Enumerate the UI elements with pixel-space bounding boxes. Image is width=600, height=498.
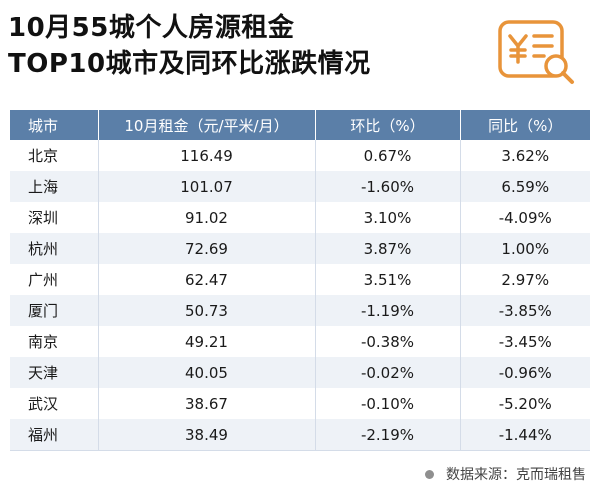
city-cell: 南京 bbox=[10, 326, 99, 357]
yoy-cell: 6.59% bbox=[460, 171, 590, 202]
city-cell: 厦门 bbox=[10, 295, 99, 326]
rent-cell: 38.67 bbox=[98, 388, 316, 419]
table-row: 上海 101.07 -1.60% 6.59% bbox=[10, 171, 590, 202]
yoy-cell: 2.97% bbox=[460, 264, 590, 295]
table-row: 武汉 38.67 -0.10% -5.20% bbox=[10, 388, 590, 419]
bullet-dot-icon bbox=[425, 469, 434, 479]
title-line-2: TOP10城市及同环比涨跌情况 bbox=[8, 49, 371, 79]
table-row: 福州 38.49 -2.19% -1.44% bbox=[10, 419, 590, 451]
yoy-cell: 3.62% bbox=[460, 140, 590, 171]
mom-cell: 3.87% bbox=[315, 233, 461, 264]
mom-cell: -2.19% bbox=[315, 419, 461, 451]
header-yoy: 同比（%） bbox=[460, 110, 590, 140]
city-cell: 广州 bbox=[10, 264, 99, 295]
table-row: 深圳 91.02 3.10% -4.09% bbox=[10, 202, 590, 233]
yoy-cell: -3.45% bbox=[460, 326, 590, 357]
city-cell: 杭州 bbox=[10, 233, 99, 264]
mom-cell: -1.19% bbox=[315, 295, 461, 326]
table-row: 天津 40.05 -0.02% -0.96% bbox=[10, 357, 590, 388]
city-cell: 武汉 bbox=[10, 388, 99, 419]
yen-document-magnifier-icon bbox=[496, 16, 580, 88]
rent-cell: 62.47 bbox=[98, 264, 316, 295]
source-text: 数据来源：克而瑞租售 bbox=[446, 467, 586, 483]
city-cell: 深圳 bbox=[10, 202, 99, 233]
mom-cell: -0.38% bbox=[315, 326, 461, 357]
rent-cell: 49.21 bbox=[98, 326, 316, 357]
page-title: 10月55城个人房源租金 TOP10城市及同环比涨跌情况 bbox=[8, 10, 371, 82]
city-cell: 天津 bbox=[10, 357, 99, 388]
table-row: 南京 49.21 -0.38% -3.45% bbox=[10, 326, 590, 357]
yoy-cell: 1.00% bbox=[460, 233, 590, 264]
mom-cell: -1.60% bbox=[315, 171, 461, 202]
rent-cell: 72.69 bbox=[98, 233, 316, 264]
title-line-1: 10月55城个人房源租金 bbox=[8, 13, 295, 43]
city-cell: 上海 bbox=[10, 171, 99, 202]
rent-cell: 101.07 bbox=[98, 171, 316, 202]
city-cell: 北京 bbox=[10, 140, 99, 171]
yoy-cell: -4.09% bbox=[460, 202, 590, 233]
yoy-cell: -1.44% bbox=[460, 419, 590, 451]
header-mom: 环比（%） bbox=[315, 110, 461, 140]
data-source: 数据来源：克而瑞租售 bbox=[425, 464, 586, 484]
table-row: 杭州 72.69 3.87% 1.00% bbox=[10, 233, 590, 264]
yoy-cell: -0.96% bbox=[460, 357, 590, 388]
header-city: 城市 bbox=[10, 110, 99, 140]
city-cell: 福州 bbox=[10, 419, 99, 451]
rent-cell: 91.02 bbox=[98, 202, 316, 233]
mom-cell: -0.02% bbox=[315, 357, 461, 388]
table-row: 北京 116.49 0.67% 3.62% bbox=[10, 140, 590, 171]
mom-cell: 0.67% bbox=[315, 140, 461, 171]
mom-cell: 3.10% bbox=[315, 202, 461, 233]
mom-cell: 3.51% bbox=[315, 264, 461, 295]
yoy-cell: -3.85% bbox=[460, 295, 590, 326]
rent-table: 城市 10月租金（元/平米/月） 环比（%） 同比（%） 北京 116.49 0… bbox=[10, 110, 590, 451]
rent-cell: 38.49 bbox=[98, 419, 316, 451]
rent-cell: 116.49 bbox=[98, 140, 316, 171]
table-header-row: 城市 10月租金（元/平米/月） 环比（%） 同比（%） bbox=[10, 110, 590, 140]
rent-cell: 50.73 bbox=[98, 295, 316, 326]
table-row: 厦门 50.73 -1.19% -3.85% bbox=[10, 295, 590, 326]
yoy-cell: -5.20% bbox=[460, 388, 590, 419]
rent-cell: 40.05 bbox=[98, 357, 316, 388]
mom-cell: -0.10% bbox=[315, 388, 461, 419]
header-rent: 10月租金（元/平米/月） bbox=[98, 110, 316, 140]
table-row: 广州 62.47 3.51% 2.97% bbox=[10, 264, 590, 295]
